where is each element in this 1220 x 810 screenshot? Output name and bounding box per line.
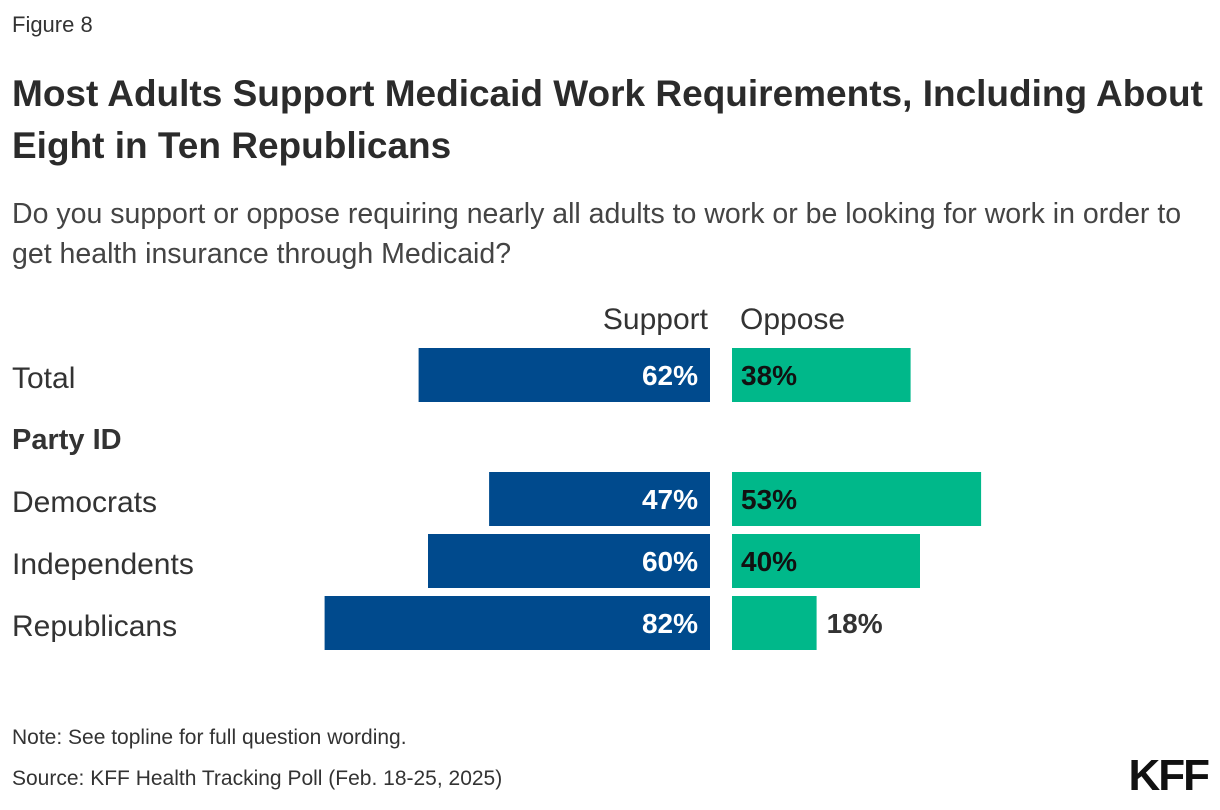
chart-title: Most Adults Support Medicaid Work Requir… [12, 73, 1203, 166]
oppose-value-republicans: 18% [827, 608, 883, 639]
figure-label: Figure 8 [12, 12, 93, 37]
support-bar-democrats [489, 472, 710, 526]
support-value-independents: 60% [642, 546, 698, 577]
bar-chart: Support Oppose Total Party ID Democrats … [12, 303, 982, 650]
support-value-republicans: 82% [642, 608, 698, 639]
support-value-total: 62% [642, 360, 698, 391]
bars-group: 62% 38% 47% 53% 60% 40% 82% 18% [324, 348, 982, 650]
oppose-bar-republicans [732, 596, 817, 650]
kff-logo: KFF [1128, 751, 1210, 800]
oppose-bar-democrats [732, 472, 982, 526]
oppose-bar-total [732, 348, 911, 402]
row-label-total: Total [12, 362, 75, 395]
source-note: Source: KFF Health Tracking Poll (Feb. 1… [12, 767, 503, 790]
support-value-democrats: 47% [642, 484, 698, 515]
oppose-bar-independents [732, 534, 920, 588]
oppose-value-independents: 40% [741, 546, 797, 577]
group-label-party-id: Party ID [12, 424, 122, 456]
chart-subtitle: Do you support or oppose requiring nearl… [12, 198, 1182, 270]
oppose-value-democrats: 53% [741, 484, 797, 515]
oppose-value-total: 38% [741, 360, 797, 391]
footnote: Note: See topline for full question word… [12, 726, 407, 749]
support-column-header: Support [603, 303, 709, 336]
row-label-republicans: Republicans [12, 610, 177, 643]
oppose-column-header: Oppose [740, 303, 845, 336]
support-bar-total [418, 348, 710, 402]
row-label-independents: Independents [12, 548, 194, 581]
row-label-democrats: Democrats [12, 486, 157, 519]
support-bar-independents [428, 534, 710, 588]
support-bar-republicans [324, 596, 710, 650]
